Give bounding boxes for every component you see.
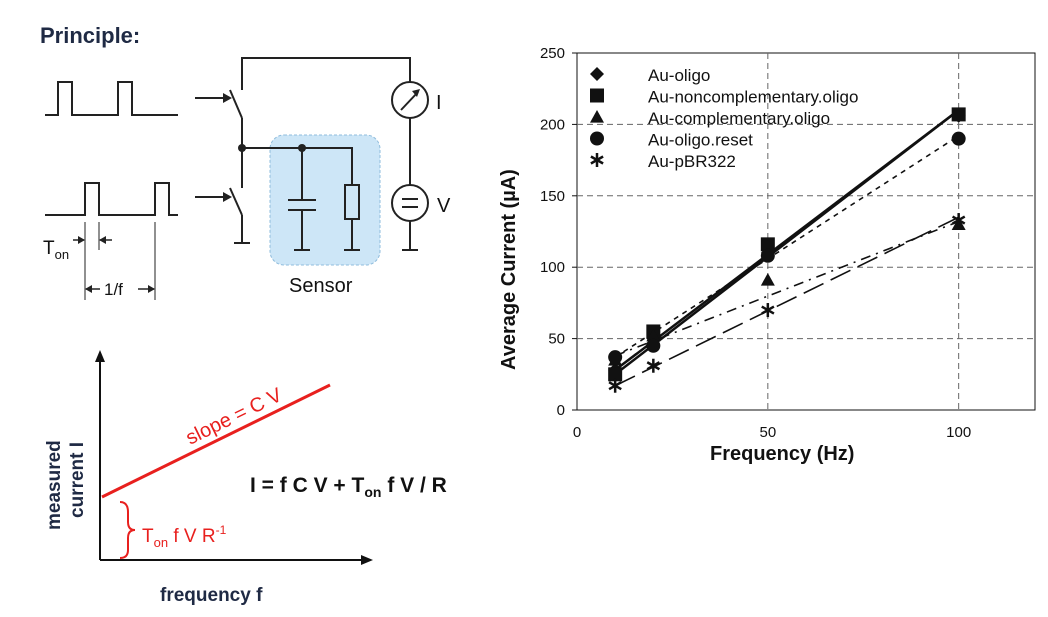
data-point-s3-1: [646, 338, 661, 353]
principle-heading: Principle:: [40, 23, 140, 48]
trend-line-4: [614, 216, 960, 387]
legend-marker-2: [590, 110, 604, 123]
legend-label-1: Au-noncomplementary.oligo: [648, 88, 858, 107]
data-point-s3-3: [951, 131, 966, 146]
legend-label-2: Au-complementary.oligo: [648, 109, 830, 128]
concept-xlabel: frequency f: [160, 585, 263, 606]
period-arrowhead-right: [148, 285, 155, 293]
voltage-source-label: V: [437, 195, 451, 217]
drive-arrowhead-top: [223, 93, 232, 103]
tick-labels: 0 50 100 150 200 250 0 50 100: [540, 45, 971, 441]
ton-arrowhead-left: [78, 236, 85, 244]
ton-arrowhead-right: [99, 236, 106, 244]
offset-label: Ton f V R-1: [142, 523, 227, 550]
slope-label: slope = C V: [183, 384, 287, 450]
trend-line-1: [614, 109, 960, 376]
plot-area: [576, 52, 1036, 411]
legend: Au-oligo Au-noncomplementary.oligo Au-comp…: [590, 66, 858, 171]
pulse-train-top: [45, 81, 178, 116]
circuit-node-left: [238, 144, 246, 152]
slope-line: [101, 383, 331, 499]
circuit-node-mid: [298, 144, 306, 152]
y-tick-label-200: 200: [540, 116, 565, 133]
concept-x-arrowhead: [361, 555, 373, 565]
sensor-label: Sensor: [289, 275, 353, 297]
legend-marker-3: [590, 131, 604, 146]
concept-ylabel-line1: measured: [44, 440, 65, 530]
legend-label-3: Au-oligo.reset: [648, 131, 753, 150]
period-arrowhead-left: [85, 285, 92, 293]
concept-plot: [95, 350, 373, 565]
data-markers: [608, 107, 966, 393]
legend-marker-0: [590, 67, 604, 81]
data-point-s3-0: [608, 350, 623, 365]
data-point-s2-1: [646, 328, 661, 342]
data-point-s4-0: [608, 378, 622, 393]
period-label: 1/f: [104, 280, 123, 299]
y-tick-label-250: 250: [540, 45, 565, 62]
data-point-s2-2: [760, 273, 775, 286]
concept-y-arrowhead: [95, 350, 105, 362]
ammeter-needle-icon: [412, 89, 420, 97]
data-point-s1-0: [608, 367, 623, 382]
drive-arrowhead-bottom: [223, 192, 232, 202]
legend-label-4: Au-pBR322: [648, 152, 736, 171]
chart-xlabel: Frequency (Hz): [710, 443, 854, 465]
y-tick-label-150: 150: [540, 188, 565, 205]
ton-label: Ton: [43, 238, 69, 262]
legend-marker-4: [590, 153, 604, 167]
data-point-s1-3: [951, 107, 966, 122]
data-point-s4-3: [951, 213, 966, 228]
x-tick-label-50: 50: [759, 424, 776, 441]
data-point-s3-2: [760, 248, 775, 263]
legend-label-0: Au-oligo: [648, 66, 710, 85]
trend-line-2: [614, 220, 959, 357]
data-point-s1-2: [760, 237, 775, 252]
current-formula: I = f C V + Ton f V / R: [250, 474, 447, 500]
chart-ylabel: Average Current (µA): [498, 169, 520, 370]
current-meter-label: I: [436, 92, 442, 114]
offset-brace: [119, 501, 136, 559]
data-point-s4-1: [646, 358, 661, 373]
concept-ylabel-line2: current I: [67, 442, 88, 518]
x-tick-label-0: 0: [573, 424, 581, 441]
y-tick-label-100: 100: [540, 259, 565, 276]
trend-lines: [614, 109, 960, 387]
y-tick-label-0: 0: [557, 402, 565, 419]
trend-line-3: [614, 135, 960, 358]
y-tick-label-50: 50: [548, 331, 565, 348]
data-point-s4-2: [761, 303, 775, 318]
sensor-box: [269, 134, 381, 266]
circuit-diagram: [45, 81, 232, 300]
circuit-wires: [229, 57, 429, 251]
legend-marker-1: [590, 88, 604, 103]
frequency-current-chart: 0 50 100 150 200 250 0 50 100 Au-oligo Au-noncomp…: [540, 45, 1036, 441]
grid-lines: [572, 52, 1035, 411]
x-tick-label-100: 100: [946, 424, 971, 441]
pulse-train-bottom: [45, 182, 178, 216]
